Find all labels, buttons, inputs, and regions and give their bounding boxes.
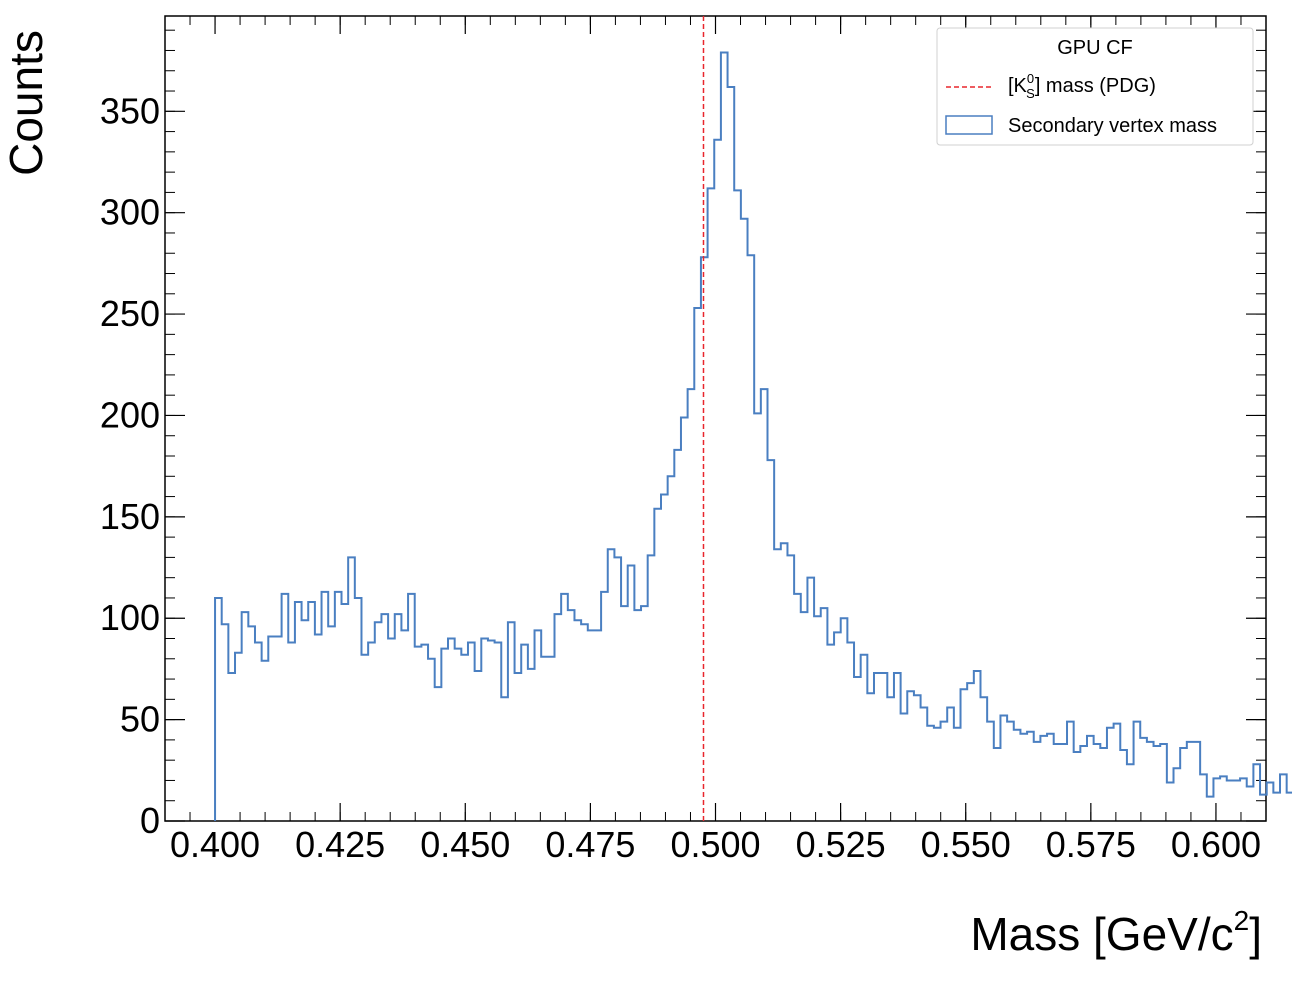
histogram-series-secondary-vertex-mass: [214, 51, 1292, 821]
legend-hist-label: Secondary vertex mass: [1008, 115, 1217, 137]
legend-box: [936, 27, 1254, 146]
y-tick-label: 200: [100, 394, 160, 435]
x-tick-label: 0.425: [295, 824, 385, 865]
legend: GPU CF [K0 S] mass (PDG) Secondary vertex…: [936, 27, 1254, 146]
y-tick-label: 0: [140, 800, 160, 841]
x-tick-labels: 0.400 0.425 0.450 0.475 0.500 0.525 0.550 0.575…: [170, 824, 1261, 865]
x-tick-label: 0.575: [1046, 824, 1136, 865]
x-tick-label: 0.400: [170, 824, 260, 865]
legend-hist-swatch: [945, 115, 993, 135]
x-tick-label: 0.500: [670, 824, 760, 865]
x-tick-label: 0.550: [921, 824, 1011, 865]
y-tick-label: 100: [100, 597, 160, 638]
x-tick-label: 0.475: [545, 824, 635, 865]
y-tick-label: 50: [120, 699, 160, 740]
major-ticks: [165, 16, 1266, 822]
y-tick-label: 350: [100, 90, 160, 131]
y-tick-label: 250: [100, 293, 160, 334]
y-tick-label: 150: [100, 496, 160, 537]
legend-pdg-label: [K0 S] mass (PDG): [1008, 71, 1156, 101]
legend-title: GPU CF: [1057, 37, 1133, 59]
x-tick-label: 0.600: [1171, 824, 1261, 865]
x-tick-label: 0.525: [796, 824, 886, 865]
y-tick-labels: 0 50 100 150 200 250 300 350: [100, 90, 160, 841]
x-axis-title: Mass [GeV/c2]: [970, 905, 1262, 960]
x-tick-label: 0.450: [420, 824, 510, 865]
y-axis-title: Counts: [0, 30, 52, 176]
y-tick-label: 300: [100, 192, 160, 233]
